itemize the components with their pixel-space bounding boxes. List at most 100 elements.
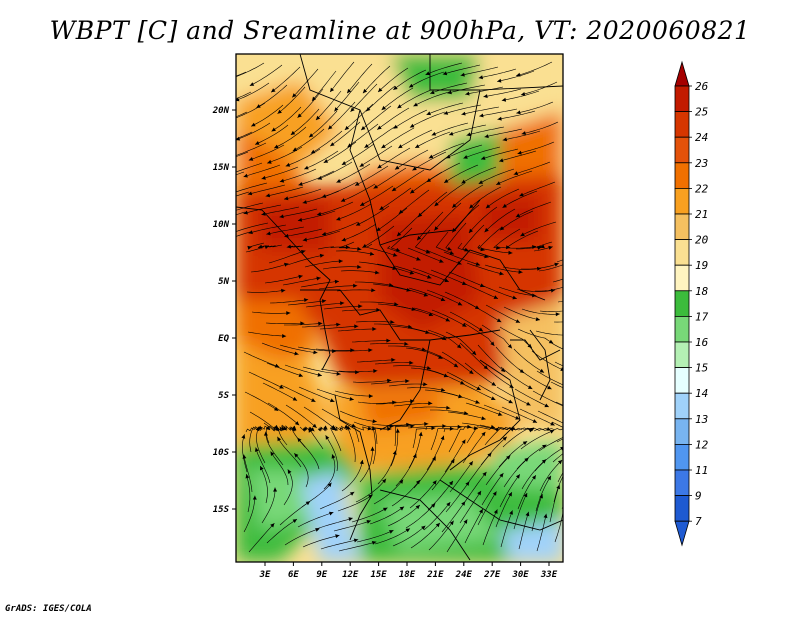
streamline-arrow <box>368 348 373 353</box>
streamline <box>377 147 411 169</box>
streamline <box>552 278 563 283</box>
streamline-arrow <box>491 396 496 400</box>
streamline-arrow <box>521 131 526 135</box>
streamline <box>246 474 251 513</box>
streamline <box>284 364 322 376</box>
streamline-arrow <box>362 88 368 94</box>
streamline <box>268 250 306 264</box>
streamline-arrow <box>264 245 269 250</box>
streamline <box>467 452 492 484</box>
streamline <box>388 345 427 351</box>
streamline-arrow <box>355 181 360 186</box>
streamline <box>465 402 503 416</box>
streamline <box>478 384 513 404</box>
streamline <box>358 261 397 270</box>
streamline <box>518 368 552 390</box>
streamline-arrow <box>481 431 486 437</box>
streamline-arrow <box>469 204 474 209</box>
streamline-arrow <box>519 192 524 197</box>
streamline <box>534 447 563 472</box>
streamline-arrow <box>236 97 240 102</box>
streamline-arrow <box>341 237 346 242</box>
streamline <box>302 534 340 548</box>
streamline <box>446 371 482 391</box>
streamline <box>426 162 461 183</box>
streamline-arrow <box>461 179 466 184</box>
streamline-arrow <box>468 228 473 233</box>
streamline <box>459 490 482 524</box>
lon-tick-label: 21E <box>426 570 444 580</box>
streamline-arrow <box>405 528 410 533</box>
latitude-axis: 20N 15N 10N 5N EQ 5S 10S 15S <box>212 106 236 515</box>
streamline <box>538 436 563 452</box>
streamline <box>397 89 432 109</box>
streamline <box>464 508 484 544</box>
streamline <box>431 309 467 328</box>
streamline-arrow <box>377 164 382 169</box>
streamline-arrow <box>501 97 507 102</box>
streamline <box>259 465 268 504</box>
streamline-arrow <box>560 367 563 371</box>
streamline <box>482 364 514 389</box>
streamline-arrow <box>465 91 470 96</box>
streamline-arrow <box>370 446 375 451</box>
streamline <box>299 426 311 432</box>
streamline-arrow <box>586 426 591 430</box>
streamline-arrow <box>464 247 469 252</box>
colorbar-swatch <box>674 469 690 497</box>
streamline-arrow <box>231 117 236 121</box>
streamline-arrow <box>549 429 555 434</box>
lon-tick-label: 30E <box>511 570 529 580</box>
streamline-arrow <box>304 165 309 170</box>
streamline-arrow <box>473 426 478 431</box>
streamline-arrow <box>449 520 454 526</box>
streamline <box>477 226 503 251</box>
colorbar-swatch <box>674 495 690 522</box>
streamline-arrow <box>249 82 255 86</box>
streamline-arrow <box>390 320 395 324</box>
streamline <box>485 455 511 486</box>
streamline-arrow <box>377 125 382 130</box>
streamline <box>243 204 282 214</box>
streamline-arrow <box>312 96 317 101</box>
streamline <box>496 386 531 406</box>
streamline-arrow <box>434 202 439 207</box>
streamline <box>537 410 563 424</box>
streamline <box>482 509 498 546</box>
colorbar-swatch <box>674 213 690 241</box>
streamline <box>283 469 293 506</box>
streamline-arrow <box>439 259 444 263</box>
colorbar-label: 15 <box>695 362 708 375</box>
streamline-arrow <box>366 520 371 524</box>
streamline <box>413 307 451 322</box>
streamline <box>410 367 449 378</box>
streamline-arrow <box>582 427 586 431</box>
streamline-arrow <box>532 475 536 480</box>
streamline <box>347 427 356 463</box>
streamline-arrow <box>230 191 235 195</box>
streamline-arrow <box>381 144 386 149</box>
streamline <box>531 493 543 532</box>
streamline <box>535 475 552 512</box>
streamline-arrow <box>430 90 435 95</box>
streamline <box>442 64 481 75</box>
streamline-arrow <box>499 226 505 231</box>
streamline-arrow <box>286 311 291 316</box>
streamline-arrow <box>478 75 483 80</box>
streamline-arrow <box>261 175 266 180</box>
streamline-arrow <box>321 299 327 304</box>
streamline <box>244 391 279 412</box>
streamline-arrow <box>287 469 292 474</box>
streamline <box>325 435 338 472</box>
streamline-arrow <box>449 480 453 486</box>
streamline <box>516 288 556 292</box>
streamline-arrow <box>550 421 555 426</box>
streamline <box>321 181 358 198</box>
streamline-arrow <box>243 173 248 178</box>
streamline-arrow <box>399 479 404 484</box>
streamline <box>341 143 375 166</box>
colorbar-swatch <box>674 162 690 189</box>
streamline <box>516 444 547 470</box>
streamline <box>394 425 415 447</box>
